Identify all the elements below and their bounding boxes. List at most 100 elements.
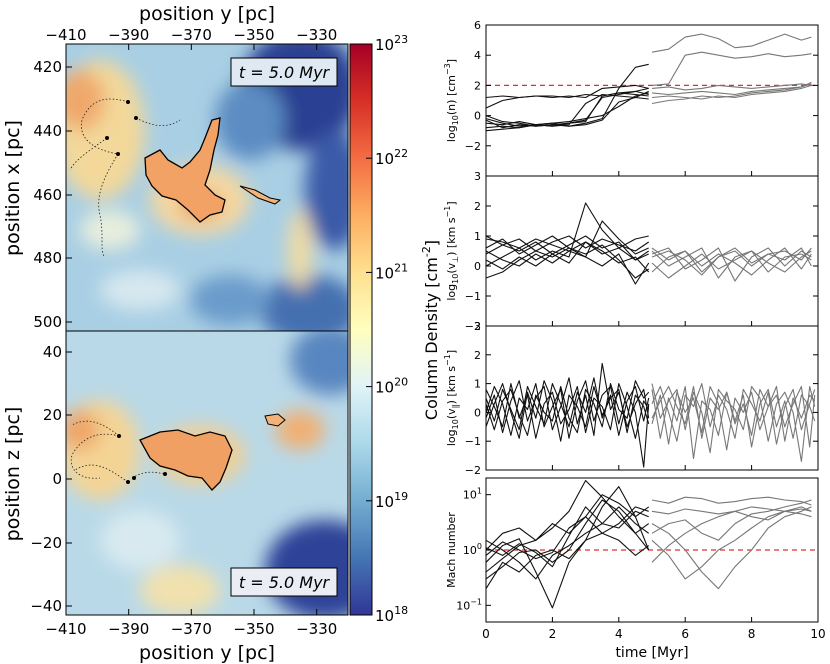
map-top-tracer-points	[105, 100, 138, 156]
series-line-tracer-1	[485, 486, 650, 609]
ytick-label: 4	[474, 49, 481, 62]
colorbar-tick-label: 1021	[375, 261, 408, 282]
series-line-tracer-4	[485, 506, 649, 560]
ytick-label: 0	[474, 406, 481, 419]
tracer-panel-1: 6 4 2 0 −2 log10(n) [cm−3]	[443, 19, 819, 177]
ytick-label: 6	[474, 19, 481, 32]
ytick-label: 3	[474, 320, 481, 333]
series-line-tracer-4	[485, 92, 649, 99]
map-bottom-ylabel: position z [pc]	[2, 407, 24, 542]
ytick-label: 100	[463, 542, 482, 557]
ytick-label: 0	[474, 110, 481, 123]
map-bottom-tracer-tracks	[70, 420, 166, 483]
ytick-label: −2	[465, 320, 481, 333]
series-line-tracer-7	[485, 532, 650, 589]
map-top-axis-title: position y [pc]	[139, 3, 275, 25]
map-bottom-axis-title: position y [pc]	[139, 642, 275, 664]
colorbar-label: Column Density [cm-2]	[420, 240, 441, 420]
map-bottom-ytick-label: −20	[30, 534, 62, 552]
colorbar-tick-label: 1023	[375, 33, 408, 54]
series-line-tracer-5	[485, 380, 650, 442]
map-bottom-cloud-contour	[139, 429, 233, 491]
map-top-filament-contour	[239, 185, 282, 205]
series-line-tracer-10	[651, 383, 816, 462]
ytick-label: 2	[474, 79, 481, 92]
tracer-panel-3: 3 2 1 0 −1 −2 log10(v∥) [km s−1]	[443, 320, 819, 477]
map-bottom-time-label: t = 5.0 Myr	[239, 573, 331, 592]
series-line-tracer-11	[651, 83, 812, 91]
series-line-tracer-9	[651, 247, 812, 273]
colorbar-tick-label: 1019	[375, 490, 408, 511]
series-line-tracer-7	[485, 90, 649, 132]
xtick-label: 10	[810, 627, 825, 641]
series-line-tracer-12	[651, 247, 812, 276]
series-line-tracer-14	[651, 247, 812, 276]
map-top-ytick-label: 500	[33, 313, 62, 331]
ytick-label: −1	[465, 290, 481, 303]
map-bottom-time-box	[230, 567, 338, 597]
series-line-tracer-12	[651, 510, 812, 580]
xtick-label: 8	[748, 627, 756, 641]
ytick-label: 2	[474, 200, 481, 213]
map-top-ytick-label: 420	[33, 58, 62, 76]
ytick-label: −1	[465, 435, 481, 448]
series-line-tracer-9	[651, 496, 812, 506]
colorbar-tick-label: 1018	[375, 604, 408, 625]
ytick-label: 3	[474, 170, 481, 183]
series-line-tracer-6	[485, 241, 650, 273]
series-line-tracer-5	[485, 84, 649, 109]
colorbar-tick-label: 1020	[375, 376, 408, 397]
map-top-time-label: t = 5.0 Myr	[239, 63, 331, 82]
series-line-tracer-11	[651, 385, 816, 448]
map-top: t = 5.0 Myr	[65, 43, 349, 332]
series-line-tracer-6	[485, 479, 650, 573]
map-top-ytick-label: 460	[33, 186, 62, 204]
ytick-label: 2	[474, 349, 481, 362]
series-line-tracer-14	[651, 83, 812, 105]
series-line-tracer-5	[485, 506, 650, 580]
ytick-label: 1	[474, 378, 481, 391]
map-top-xtick-label: −330	[296, 26, 337, 44]
tracer-panel-2: 3 2 1 0 −1 −2 log10(v⊥) [km s−1]	[443, 170, 819, 333]
map-top-time-box	[230, 57, 338, 87]
yaxis-title: log10(v∥) [km s−1]	[443, 350, 460, 446]
colorbar-ticks: 1023 1022 1021 1020 1019 1018	[366, 33, 408, 625]
series-line-tracer-9	[651, 33, 812, 53]
xtick-label: 6	[681, 627, 689, 641]
map-top-ytick-label: 440	[33, 122, 62, 140]
series-line-tracer-2	[485, 235, 650, 255]
xaxis-title: time [Myr]	[615, 645, 688, 661]
yaxis-title: Mach number	[445, 512, 458, 588]
map-bottom-xtick-label: −390	[108, 620, 149, 638]
map-top-xtick-label: −370	[171, 26, 212, 44]
map-bottom-xtick-label: −350	[233, 620, 274, 638]
map-bottom-xtick-label: −410	[45, 620, 86, 638]
yaxis-title: log10(n) [cm−3]	[443, 59, 460, 142]
ytick-label: 101	[463, 487, 482, 502]
series-line-tracer-7	[651, 385, 816, 460]
map-top-tracer-tracks	[69, 98, 181, 257]
series-line-tracer-13	[651, 84, 812, 100]
series-line-tracer-1	[485, 377, 650, 436]
map-bottom-filament-contour	[264, 413, 286, 427]
ytick-label: 1	[474, 230, 481, 243]
map-bottom-tracer-points	[117, 434, 167, 484]
ytick-label: 10−1	[456, 597, 482, 612]
map-top-xtick-label: −390	[108, 26, 149, 44]
series-line-tracer-3	[485, 383, 650, 439]
map-top-xtick-label: −410	[45, 26, 86, 44]
series-line-tracer-4	[485, 380, 650, 468]
tracer-panel-4: 101 100 10−1 0 2 4 6 8 10 time [Myr] Mach number	[445, 477, 826, 661]
map-top-ytick-label: 480	[33, 249, 62, 267]
series-line-tracer-7	[485, 235, 649, 261]
map-bottom-ytick-label: 40	[43, 343, 62, 361]
map-ticks: −410 −390 −370 −350 −330 −410 −390 −370 −350 −330…	[30, 26, 337, 638]
ytick-label: −2	[465, 140, 481, 153]
series-line-tracer-14	[651, 499, 812, 541]
series-line-tracer-8	[485, 250, 650, 285]
series-line-tracer-9	[651, 383, 816, 445]
xtick-label: 2	[549, 627, 557, 641]
map-bottom-ytick-label: 0	[52, 470, 62, 488]
